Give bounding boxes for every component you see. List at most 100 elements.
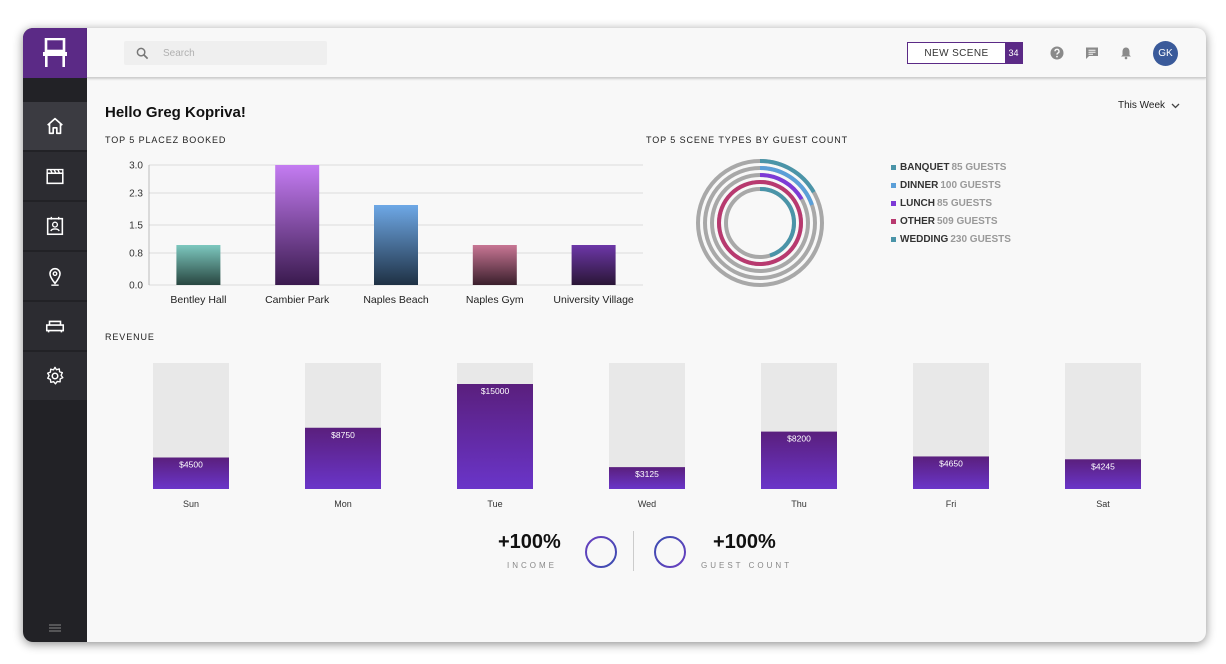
sidebar-item-settings[interactable] bbox=[23, 352, 87, 400]
legend-value: 85 GUESTS bbox=[937, 197, 993, 209]
legend-name: BANQUET bbox=[900, 161, 950, 173]
sidebar-item-places[interactable] bbox=[23, 252, 87, 300]
kpi-divider bbox=[633, 531, 634, 571]
sidebar-item-scenes[interactable] bbox=[23, 152, 87, 200]
chat-icon bbox=[1086, 47, 1098, 59]
messages-button[interactable] bbox=[1084, 45, 1100, 61]
ring-banquet[interactable] bbox=[696, 159, 824, 287]
legend-swatch bbox=[891, 236, 896, 242]
revenue-bar-mon[interactable] bbox=[305, 427, 381, 489]
ring-wedding[interactable] bbox=[724, 187, 796, 259]
x-tick-label: University Village bbox=[553, 294, 633, 306]
search-box[interactable] bbox=[124, 41, 327, 65]
sidebar-item-contacts[interactable] bbox=[23, 202, 87, 250]
bar-naples-gym[interactable] bbox=[472, 245, 517, 285]
legend-value: 100 GUESTS bbox=[940, 179, 1001, 191]
home-icon bbox=[47, 117, 63, 135]
revenue-value-label: $4245 bbox=[1091, 461, 1115, 471]
contact-card-icon bbox=[46, 216, 64, 236]
legend-item-wedding: WEDDING 230 GUESTS bbox=[891, 230, 1011, 248]
help-button[interactable] bbox=[1049, 45, 1065, 61]
legend-swatch bbox=[891, 164, 896, 170]
ring-dinner[interactable] bbox=[703, 166, 817, 280]
legend-item-banquet: BANQUET 85 GUESTS bbox=[891, 158, 1011, 176]
revenue-bar-tue[interactable] bbox=[457, 384, 533, 489]
bell-icon bbox=[1121, 47, 1131, 60]
new-scene-count-badge: 34 bbox=[1005, 43, 1022, 63]
sidebar-menu-button[interactable] bbox=[23, 620, 87, 636]
bar-cambier-park[interactable] bbox=[275, 165, 320, 285]
chair-logo-icon bbox=[43, 38, 67, 67]
bar-university-village[interactable] bbox=[571, 245, 616, 285]
revenue-bar-chart: $4500 Sun $8750 Mon $15000 Tue $3125 Wed $8200 Th… bbox=[153, 363, 1141, 509]
y-tick-label: 2.3 bbox=[129, 189, 143, 200]
ring-other[interactable] bbox=[717, 180, 803, 266]
sofa-icon bbox=[45, 320, 65, 333]
revenue-day-label: Sat bbox=[1096, 499, 1110, 509]
revenue-value-label: $4650 bbox=[939, 458, 963, 468]
legend-item-dinner: DINNER 100 GUESTS bbox=[891, 176, 1011, 194]
income-change-value: +100% bbox=[498, 531, 561, 553]
hamburger-icon bbox=[49, 624, 61, 632]
x-tick-label: Naples Gym bbox=[466, 294, 524, 306]
y-tick-label: 0.0 bbox=[129, 281, 143, 292]
app-window: NEW SCENE 34 GK Hello Greg Kopriva! This… bbox=[23, 28, 1206, 642]
revenue-day-label: Wed bbox=[638, 499, 656, 509]
ring-lunch[interactable] bbox=[710, 173, 810, 273]
revenue-value-label: $4500 bbox=[179, 460, 203, 470]
period-selector-value: This Week bbox=[1118, 100, 1166, 111]
y-tick-label: 1.5 bbox=[129, 221, 143, 232]
greeting-heading: Hello Greg Kopriva! bbox=[105, 104, 246, 121]
revenue-bar-sat[interactable] bbox=[1065, 459, 1141, 489]
guest-count-label: GUEST COUNT bbox=[701, 561, 793, 570]
legend-value: 509 GUESTS bbox=[937, 215, 998, 227]
scene-types-legend: BANQUET 85 GUESTS DINNER 100 GUESTS LUNCH 85 … bbox=[891, 158, 1011, 248]
placez-bar-chart: 3.0 2.3 1.5 0.8 0.0 Bentley Hall Cambier Park N… bbox=[129, 161, 643, 306]
sidebar bbox=[23, 28, 87, 642]
revenue-bar-fri[interactable] bbox=[913, 456, 989, 489]
revenue-value-label: $15000 bbox=[481, 386, 510, 396]
legend-name: DINNER bbox=[900, 179, 939, 191]
sidebar-item-furniture[interactable] bbox=[23, 302, 87, 350]
revenue-day-label: Mon bbox=[334, 499, 352, 509]
legend-item-other: OTHER 509 GUESTS bbox=[891, 212, 1011, 230]
legend-swatch bbox=[891, 200, 896, 206]
user-avatar[interactable]: GK bbox=[1153, 41, 1178, 66]
help-icon bbox=[1050, 46, 1064, 60]
legend-name: WEDDING bbox=[900, 233, 949, 245]
legend-name: OTHER bbox=[900, 215, 935, 227]
notifications-button[interactable] bbox=[1118, 45, 1134, 61]
placez-chart-title: TOP 5 PLACEZ BOOKED bbox=[105, 135, 227, 145]
revenue-bar-wed[interactable] bbox=[609, 467, 685, 489]
legend-swatch bbox=[891, 182, 896, 188]
x-tick-label: Naples Beach bbox=[363, 294, 429, 306]
period-selector[interactable]: This Week bbox=[1118, 100, 1180, 111]
bar-naples-beach[interactable] bbox=[374, 205, 418, 285]
revenue-day-label: Thu bbox=[791, 499, 807, 509]
chevron-down-icon bbox=[1171, 103, 1180, 108]
bar-bentley-hall[interactable] bbox=[176, 245, 221, 285]
new-scene-button[interactable]: NEW SCENE 34 bbox=[907, 42, 1023, 64]
legend-name: LUNCH bbox=[900, 197, 935, 209]
guest-count-change-value: +100% bbox=[713, 531, 776, 553]
revenue-value-label: $8200 bbox=[787, 434, 811, 444]
legend-value: 230 GUESTS bbox=[950, 233, 1011, 245]
guest-count-ring-icon bbox=[654, 536, 686, 568]
scene-types-chart-title: TOP 5 SCENE TYPES BY GUEST COUNT bbox=[646, 135, 849, 145]
legend-swatch bbox=[891, 218, 896, 224]
revenue-bar-thu[interactable] bbox=[761, 431, 837, 489]
revenue-chart-title: REVENUE bbox=[105, 332, 155, 342]
top-bar: NEW SCENE 34 GK bbox=[87, 28, 1206, 78]
legend-value: 85 GUESTS bbox=[951, 161, 1007, 173]
revenue-day-label: Sun bbox=[183, 499, 199, 509]
revenue-bar-sun[interactable] bbox=[153, 457, 229, 490]
gear-icon bbox=[46, 366, 64, 385]
x-tick-label: Cambier Park bbox=[265, 294, 330, 306]
y-tick-label: 0.8 bbox=[129, 249, 143, 260]
legend-item-lunch: LUNCH 85 GUESTS bbox=[891, 194, 1011, 212]
app-logo[interactable] bbox=[23, 28, 87, 78]
new-scene-label: NEW SCENE bbox=[924, 47, 989, 59]
y-tick-label: 3.0 bbox=[129, 161, 143, 172]
sidebar-item-home[interactable] bbox=[23, 102, 87, 150]
search-input[interactable] bbox=[163, 47, 313, 59]
